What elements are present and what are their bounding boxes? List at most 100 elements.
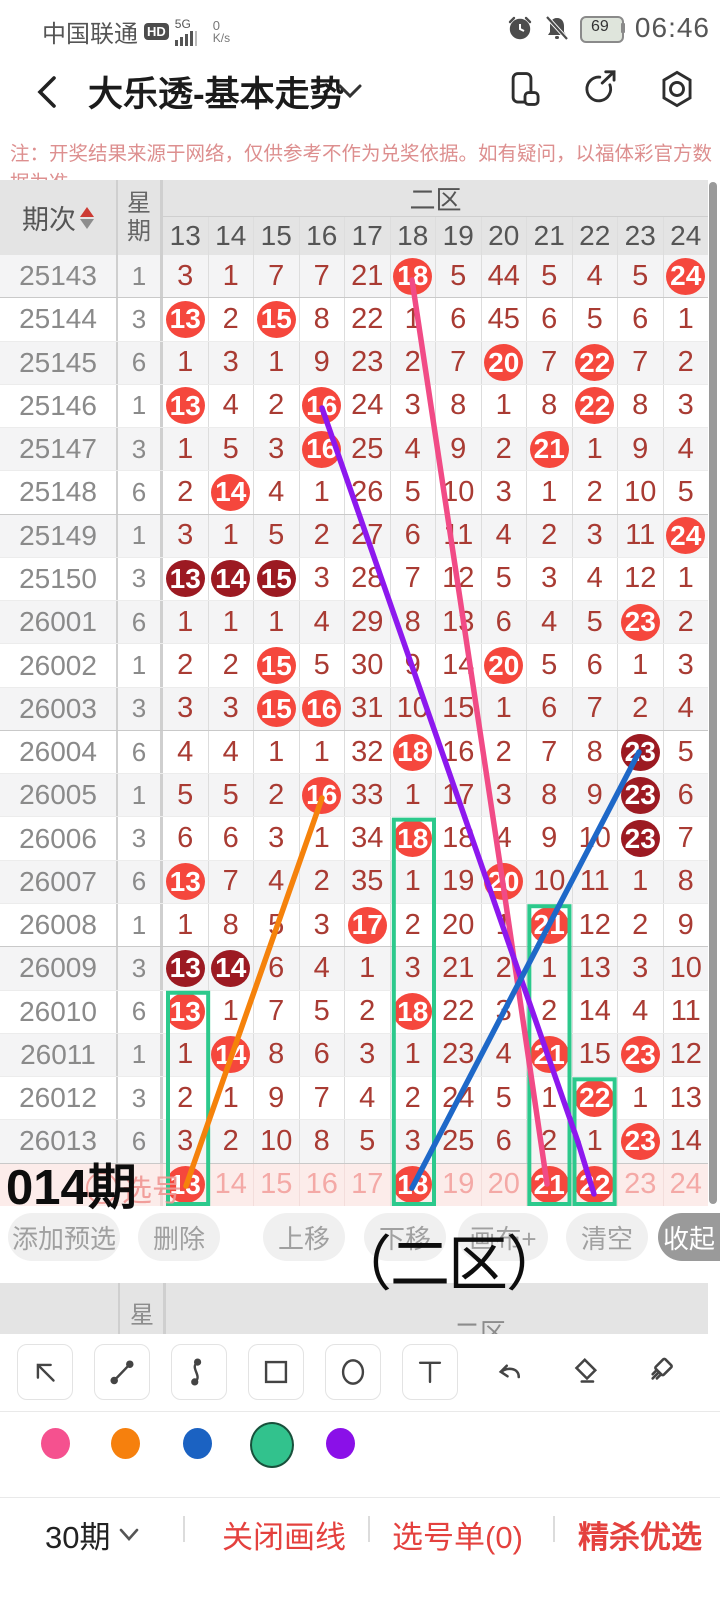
share-icon[interactable] [582, 68, 620, 110]
button-上移[interactable]: 上移 [263, 1213, 345, 1261]
curve-tool-icon[interactable] [171, 1344, 227, 1400]
stat-value: 9 [268, 1081, 285, 1114]
stat-value: 3 [313, 908, 330, 941]
circle-tool-icon[interactable] [325, 1344, 381, 1400]
number-cell: 12 [618, 557, 664, 601]
number-cell: 4 [618, 990, 664, 1033]
stat-value[interactable]: 24 [669, 1168, 702, 1201]
button-添加预选[interactable]: 添加预选 [8, 1213, 120, 1261]
stat-value: 9 [404, 649, 421, 682]
stat-value[interactable]: 20 [487, 1168, 520, 1201]
stat-value: 7 [677, 822, 694, 855]
drawn-number-ball[interactable]: 22 [575, 1166, 615, 1204]
palette-color-1[interactable] [41, 1428, 70, 1459]
stat-value: 6 [541, 302, 558, 335]
selectable-number[interactable]: 24 [664, 1164, 709, 1206]
period-value: 25143 [19, 260, 97, 292]
network-type-label: 5G [174, 16, 191, 31]
undo-icon[interactable] [482, 1344, 536, 1398]
number-cell: 2 [618, 903, 664, 947]
button-删除[interactable]: 删除 [138, 1213, 220, 1261]
selectable-number[interactable]: 23 [618, 1163, 664, 1206]
stat-value: 1 [586, 432, 603, 465]
brush-icon[interactable] [632, 1344, 686, 1398]
palette-color-5[interactable] [326, 1428, 355, 1459]
stat-value[interactable]: 19 [442, 1168, 475, 1201]
palette-color-4-selected[interactable] [250, 1422, 294, 1468]
text-tool-icon[interactable] [402, 1344, 458, 1400]
button-下移[interactable]: 下移 [364, 1213, 446, 1261]
number-cell: 23 [618, 730, 664, 774]
stat-value[interactable]: 23 [624, 1168, 657, 1201]
week-header: 星期 [118, 180, 163, 255]
stat-value: 8 [313, 1124, 330, 1157]
stat-value: 4 [677, 432, 694, 465]
multiwindow-icon[interactable] [506, 68, 544, 110]
stat-value: 2 [313, 865, 330, 898]
number-cell: 7 [527, 730, 573, 774]
stat-value: 8 [632, 389, 649, 422]
stat-value: 2 [222, 1124, 239, 1157]
stat-value: 8 [268, 1038, 285, 1071]
number-cell: 45 [482, 298, 527, 341]
stat-value[interactable]: 16 [305, 1168, 338, 1201]
selectable-number[interactable]: 17 [345, 1163, 391, 1206]
number-cell: 2 [300, 514, 345, 557]
rect-tool-icon[interactable] [248, 1344, 304, 1400]
column-header-24: 24 [670, 220, 702, 251]
number-cell: 13 [163, 298, 209, 341]
stat-value: 2 [222, 302, 239, 335]
drawn-number-ball[interactable]: 18 [393, 1166, 433, 1204]
number-cell: 28 [345, 557, 391, 601]
selectable-number[interactable]: 22 [573, 1163, 618, 1206]
number-cell: 1 [209, 1077, 254, 1120]
selectable-number[interactable]: 14 [209, 1163, 254, 1206]
weekday-value: 1 [131, 1039, 147, 1070]
number-cell: 7 [300, 255, 345, 298]
number-cell: 31 [345, 687, 391, 730]
number-cell: 5 [209, 428, 254, 471]
back-icon[interactable] [30, 72, 64, 112]
period-sort-header[interactable]: 期次 [0, 180, 118, 255]
number-cell: 4 [573, 557, 618, 601]
selectable-number[interactable]: 16 [300, 1163, 345, 1206]
palette-color-3[interactable] [183, 1428, 212, 1459]
premium-picks-button[interactable]: 精杀优选 [578, 1520, 702, 1555]
stat-value: 8 [404, 605, 421, 638]
title-chevron-down-icon[interactable] [336, 82, 364, 102]
settings-icon[interactable] [658, 68, 696, 110]
stat-value: 8 [677, 865, 694, 898]
stat-value[interactable]: 14 [214, 1168, 247, 1201]
stat-value: 3 [313, 562, 330, 595]
line-tool-icon[interactable] [94, 1344, 150, 1400]
period-count-dropdown[interactable]: 30期 [45, 1512, 140, 1557]
close-lines-button[interactable]: 关闭画线 [222, 1520, 346, 1555]
scrollbar[interactable] [709, 182, 717, 1204]
period-value: 25150 [19, 562, 97, 594]
stat-value[interactable]: 17 [351, 1168, 384, 1201]
stat-value: 1 [313, 735, 330, 768]
number-cell: 24 [664, 255, 709, 297]
selectable-number[interactable]: 21 [527, 1163, 573, 1206]
ticket-button[interactable]: 选号单(0) [392, 1520, 523, 1555]
weekday-value: 6 [131, 606, 147, 637]
selectable-number[interactable]: 20 [482, 1163, 527, 1206]
selectable-number[interactable]: 18 [391, 1163, 436, 1206]
number-cell: 13 [163, 860, 209, 903]
number-cell: 3 [209, 687, 254, 730]
button-清空[interactable]: 清空 [566, 1213, 648, 1261]
stat-value[interactable]: 15 [260, 1168, 293, 1201]
selectable-number[interactable]: 15 [254, 1163, 300, 1206]
eraser-icon[interactable] [557, 1344, 611, 1398]
drawn-number-ball[interactable]: 21 [529, 1166, 569, 1204]
button-收起[interactable]: 收起 [658, 1213, 720, 1261]
stat-value: 45 [487, 302, 520, 335]
palette-color-2[interactable] [111, 1428, 140, 1459]
selectable-number[interactable]: 19 [436, 1163, 482, 1206]
arrow-nw-tool-icon[interactable] [17, 1344, 73, 1400]
button-画布+[interactable]: 画布+ [458, 1213, 548, 1261]
stat-value: 2 [495, 432, 512, 465]
table-row-25146: 25146 1 13 4 2 16 24 3 8 1 8 22 8 3 [0, 384, 708, 429]
number-cell: 4 [391, 428, 436, 471]
number-cell: 30 [345, 644, 391, 687]
